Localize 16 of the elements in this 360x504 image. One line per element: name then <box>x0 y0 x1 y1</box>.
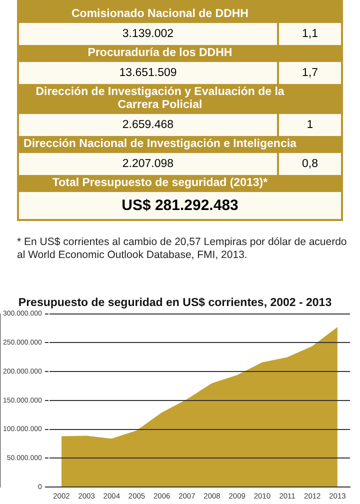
text: Total Presupuesto de seguridad (2013)* <box>51 176 269 191</box>
text: 13.651.509 <box>19 62 277 84</box>
chart-title: Presupuesto de seguridad en US$ corrientes, 2002 - 2013 <box>18 297 332 310</box>
text: Dirección de Investigación y Evaluación de la Carrera Policial <box>34 85 286 113</box>
text: Dirección Nacional de Investigación e Inteligencia <box>22 137 298 152</box>
text: 1,1 <box>279 23 341 45</box>
text: * En US$ corrientes al cambio de 20,57 Lempiras por dólar de acuerdo al World Economic Outlook Database, FMI, 2013. <box>17 236 347 262</box>
text: Comisionado Nacional de DDHH <box>70 7 250 22</box>
text: 2.659.468 <box>19 114 277 136</box>
text: 1 <box>279 114 341 136</box>
text: 1,7 <box>279 62 341 84</box>
text: US$ 281.292.483 <box>19 192 341 219</box>
text: Procuraduría de los DDHH <box>86 46 234 61</box>
text: 3.139.002 <box>19 23 277 45</box>
text: 2.207.098 <box>19 153 277 175</box>
text: 0,8 <box>279 153 341 175</box>
